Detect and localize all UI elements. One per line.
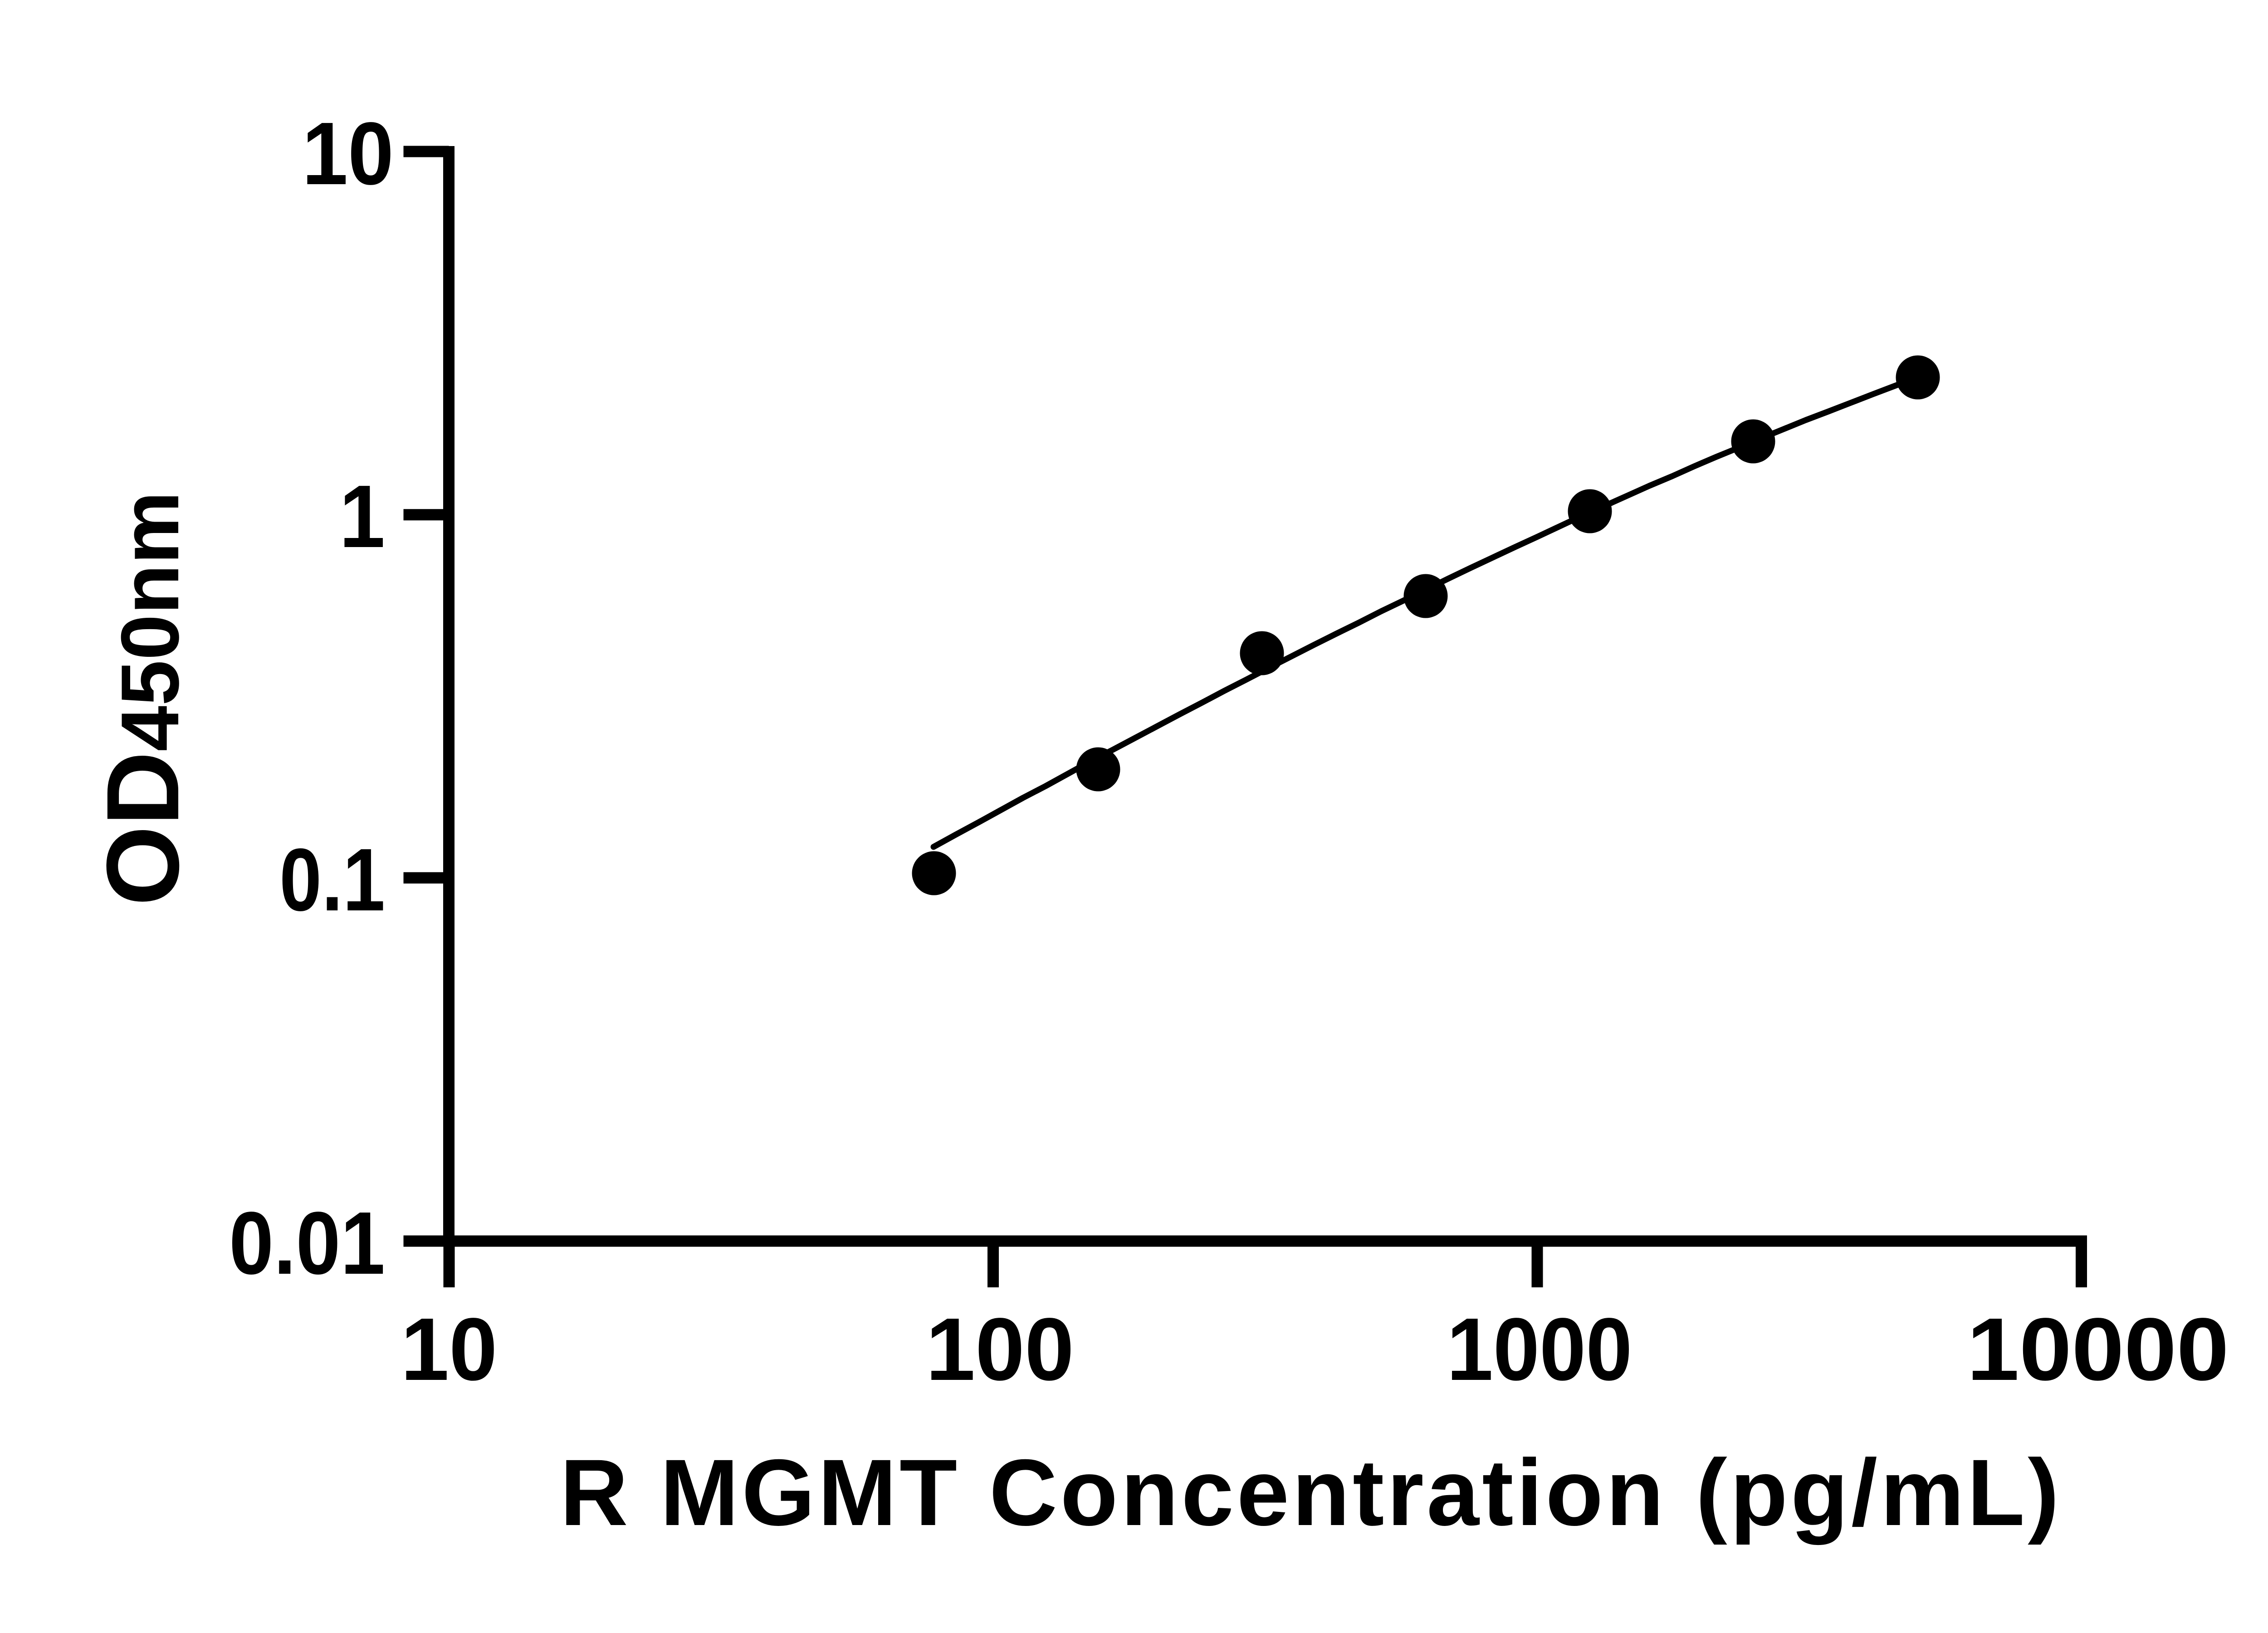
svg-text:1: 1 (339, 467, 385, 566)
svg-text:OD450nm: OD450nm (86, 491, 200, 906)
svg-text:0.01: 0.01 (229, 1193, 385, 1293)
svg-text:1000: 1000 (1447, 1300, 1633, 1399)
svg-text:0.1: 0.1 (279, 830, 385, 929)
svg-text:10: 10 (401, 1300, 498, 1399)
svg-text:10000: 10000 (1967, 1300, 2229, 1399)
svg-text:100: 100 (926, 1300, 1074, 1399)
svg-text:10: 10 (302, 104, 394, 203)
svg-text:R MGMT Concentration (pg/mL): R MGMT Concentration (pg/mL) (560, 1440, 2059, 1545)
